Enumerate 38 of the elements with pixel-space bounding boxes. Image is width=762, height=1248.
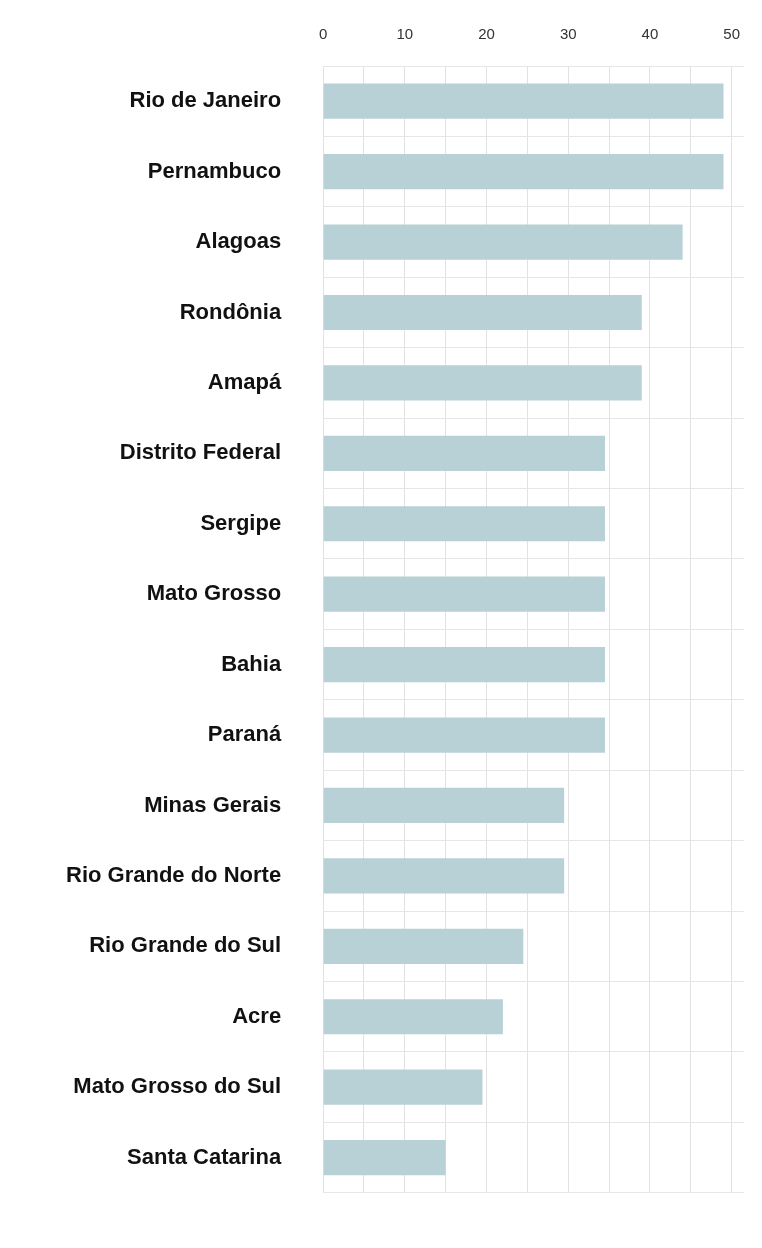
bar <box>323 787 565 824</box>
y-tick-label: Rio Grande do Sul <box>89 932 282 958</box>
x-tick-label: 40 <box>641 25 659 43</box>
bar <box>323 928 524 964</box>
x-tick-label: 10 <box>396 25 414 43</box>
bar <box>323 294 642 331</box>
y-tick-label: Pernambuco <box>147 157 282 183</box>
x-tick-label: 50 <box>723 25 740 43</box>
x-tick-label: 0 <box>318 25 328 43</box>
bar <box>323 83 724 119</box>
bar <box>323 154 724 190</box>
y-tick-label: Distrito Federal <box>119 439 282 465</box>
y-tick-label: Sergipe <box>200 509 282 535</box>
y-tick-label: Mato Grosso <box>146 580 282 606</box>
x-tick-label: 20 <box>478 25 495 43</box>
y-tick-label: Minas Gerais <box>144 791 282 817</box>
y-tick-label: Rondônia <box>179 298 282 324</box>
bar <box>323 1139 446 1176</box>
bar <box>323 647 606 683</box>
bar <box>323 576 606 612</box>
y-tick-label: Rio de Janeiro <box>129 87 282 113</box>
bar <box>323 435 606 471</box>
x-tick-label: 30 <box>559 25 577 43</box>
bar <box>323 506 606 542</box>
y-tick-label: Acre <box>232 1002 282 1028</box>
bar <box>323 858 565 894</box>
y-tick-label: Rio Grande do Norte <box>66 861 282 887</box>
y-tick-label: Mato Grosso do Sul <box>73 1073 282 1099</box>
bar <box>323 365 642 401</box>
bar <box>323 717 606 753</box>
bar <box>323 224 683 260</box>
bar <box>323 999 503 1035</box>
y-tick-label: Amapá <box>207 368 282 394</box>
y-tick-label: Bahia <box>221 650 282 676</box>
y-tick-label: Paraná <box>207 721 282 747</box>
y-tick-label: Alagoas <box>195 228 282 254</box>
bar <box>323 1069 483 1105</box>
y-tick-label: Santa Catarina <box>127 1143 282 1169</box>
